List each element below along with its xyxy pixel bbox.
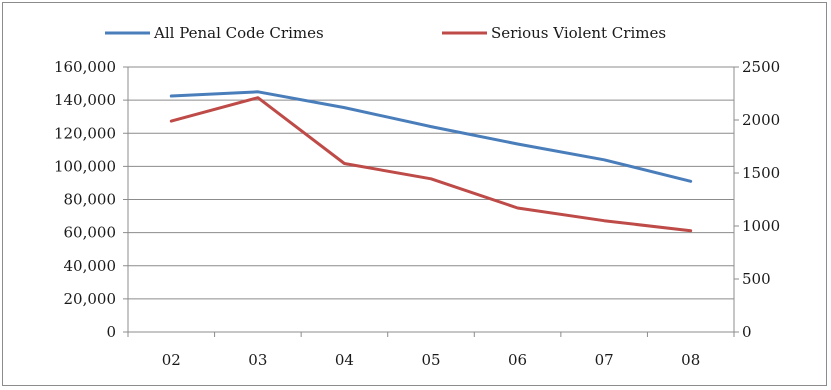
series-lines bbox=[169, 90, 693, 233]
series-line-all-penal-code-crimes bbox=[169, 90, 693, 183]
right-tick-label: 0 bbox=[742, 323, 752, 341]
left-tick-label: 40,000 bbox=[64, 257, 117, 275]
left-axis-ticks: 0 20,000 40,000 60,000 80,000 100,000 120,000 1… bbox=[54, 58, 128, 341]
x-tick-label: 02 bbox=[162, 351, 181, 369]
left-tick-label: 120,000 bbox=[54, 124, 116, 142]
left-tick-label: 60,000 bbox=[64, 224, 117, 242]
right-tick-label: 2500 bbox=[742, 58, 780, 76]
left-tick-label: 0 bbox=[106, 323, 116, 341]
x-tick-label: 07 bbox=[595, 351, 614, 369]
left-tick-label: 20,000 bbox=[64, 290, 117, 308]
left-tick-label: 80,000 bbox=[64, 191, 117, 209]
x-tick-label: 08 bbox=[681, 351, 700, 369]
x-tick-label: 04 bbox=[335, 351, 354, 369]
legend: All Penal Code Crimes Serious Violent Cr… bbox=[105, 24, 666, 42]
right-tick-label: 500 bbox=[742, 270, 771, 288]
series-line-serious-violent-crimes bbox=[169, 96, 693, 233]
right-tick-label: 1500 bbox=[742, 164, 780, 182]
x-axis-ticks: 02 03 04 05 06 07 08 bbox=[127, 332, 735, 369]
right-tick-label: 2000 bbox=[742, 111, 780, 129]
left-tick-label: 160,000 bbox=[54, 58, 116, 76]
gridlines bbox=[128, 66, 734, 300]
x-tick-label: 05 bbox=[421, 351, 440, 369]
x-tick-label: 06 bbox=[508, 351, 527, 369]
legend-label-serious-violent: Serious Violent Crimes bbox=[491, 24, 666, 42]
right-axis-ticks: 0 500 1000 1500 2000 2500 bbox=[734, 58, 780, 341]
left-tick-label: 100,000 bbox=[54, 157, 116, 175]
chart-frame bbox=[2, 2, 827, 386]
x-tick-label: 03 bbox=[248, 351, 267, 369]
left-tick-label: 140,000 bbox=[54, 91, 116, 109]
legend-label-all-penal: All Penal Code Crimes bbox=[153, 24, 324, 42]
right-tick-label: 1000 bbox=[742, 217, 780, 235]
